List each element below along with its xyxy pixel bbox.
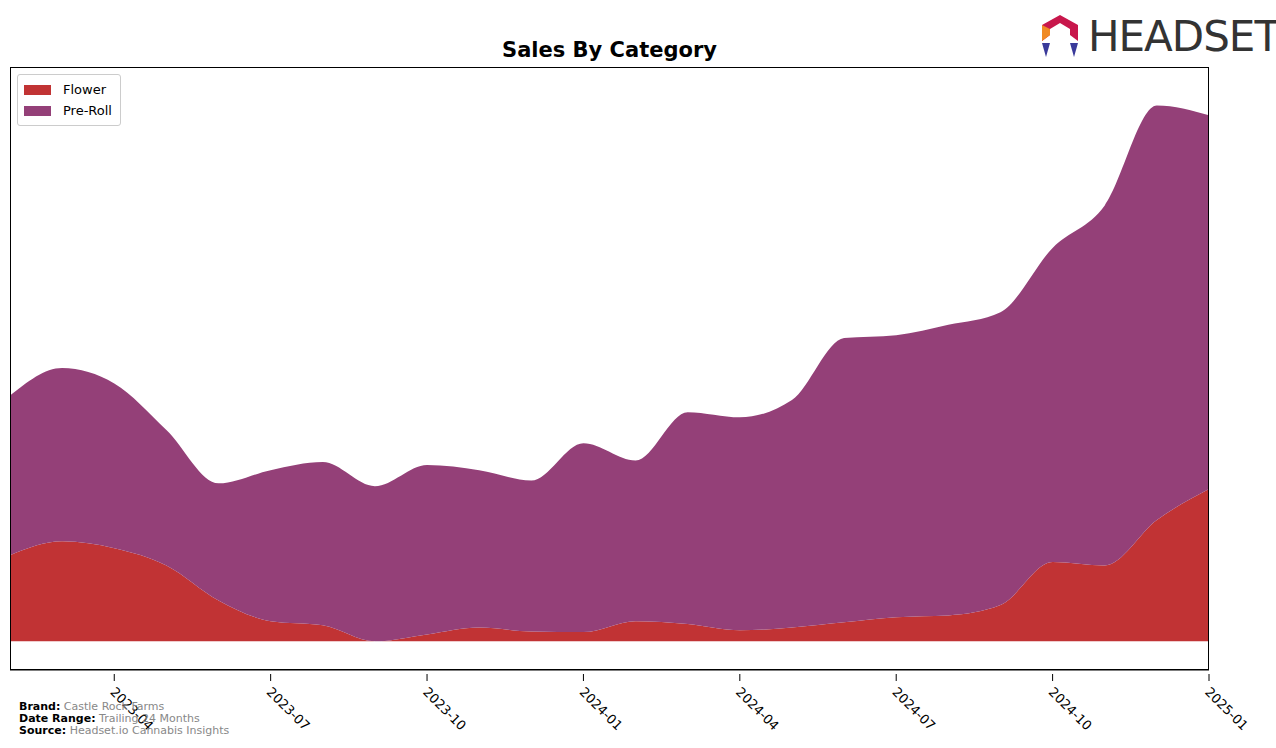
html-text:Source: Headset.io Cannabis In: Source: Headset.io Cannabis Insights bbox=[19, 724, 230, 737]
svg-text:2024-04: 2024-04 bbox=[733, 684, 782, 733]
svg-text:2025-01: 2025-01 bbox=[1202, 684, 1251, 733]
html-text:Flower: Flower bbox=[63, 82, 106, 97]
html-text:Sales By Category: Sales By Category bbox=[502, 38, 717, 62]
html-text:Date Range: Trailing 24 Months: Date Range: Trailing 24 Months bbox=[19, 712, 200, 725]
html-text:Brand: Castle Rock Farms: Brand: Castle Rock Farms bbox=[19, 700, 165, 713]
svg-text:2023-10: 2023-10 bbox=[420, 684, 469, 733]
svg-text:2024-07: 2024-07 bbox=[889, 684, 938, 733]
svg-text:2024-01: 2024-01 bbox=[577, 684, 626, 733]
svg-text:2023-07: 2023-07 bbox=[264, 684, 313, 733]
svg-text:2024-10: 2024-10 bbox=[1046, 684, 1095, 733]
html-text:Pre-Roll: Pre-Roll bbox=[63, 103, 112, 118]
